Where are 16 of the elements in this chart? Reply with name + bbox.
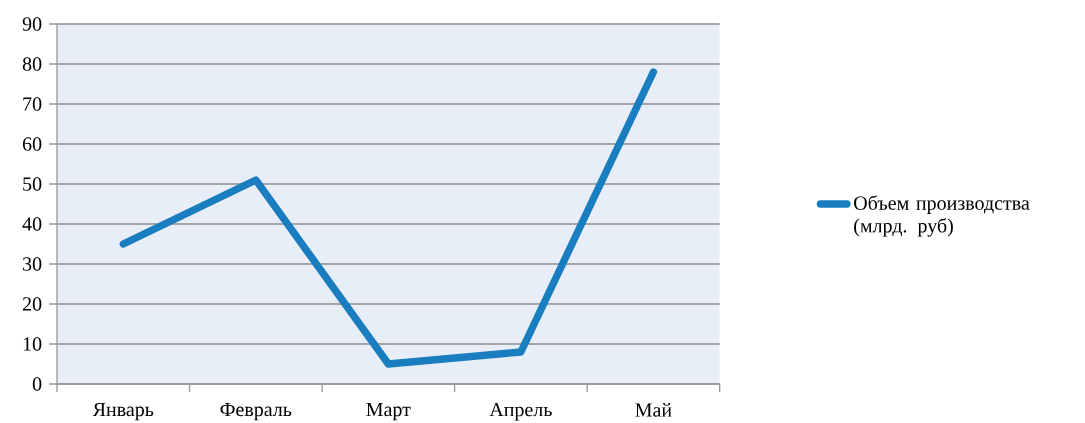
x-tick-label: Февраль [220,402,292,421]
y-tick-label: 50 [23,177,42,191]
x-tick-label: Апрель [489,402,552,421]
y-tick-label: 10 [23,337,42,351]
y-tick-label: 30 [23,257,42,271]
y-tick-label: 40 [22,217,42,231]
x-tick-label: Март [366,402,411,421]
legend-label: Объем производства (млрд. руб) [854,195,1030,237]
x-tick-label: Январь [92,402,154,421]
y-tick-label: 70 [23,97,42,111]
y-tick-label: 80 [22,57,42,71]
y-tick-label: 90 [22,17,42,31]
y-tick-label: 20 [22,297,42,311]
y-tick-label: 60 [22,137,42,151]
x-tick-label: Май [635,402,672,417]
y-tick-label: 0 [32,377,42,391]
